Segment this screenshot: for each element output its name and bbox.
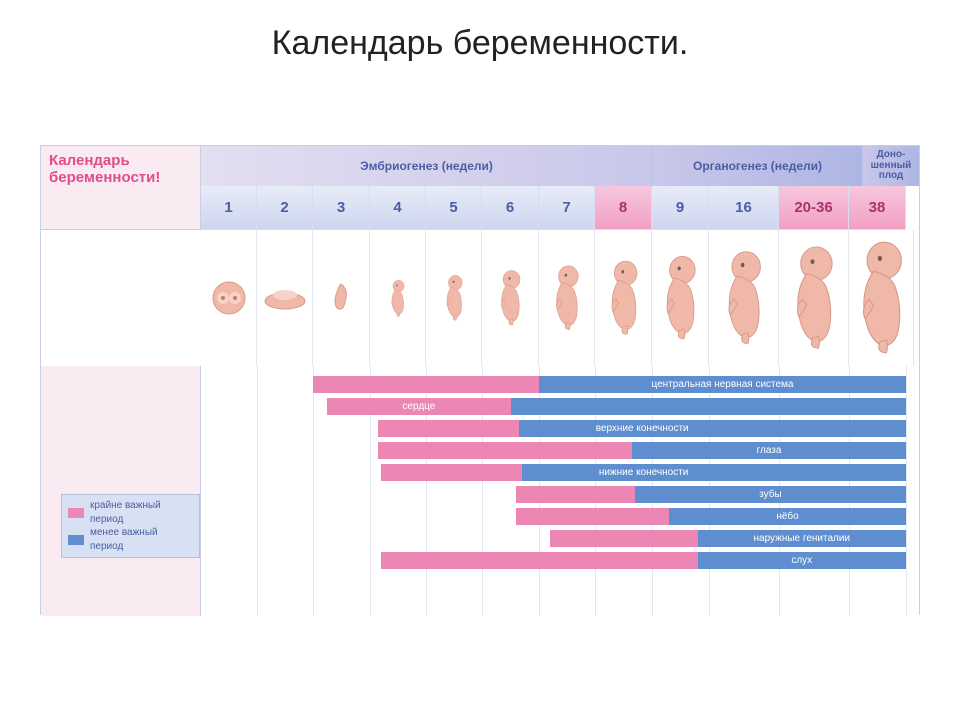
gantt-left-panel: крайне важный период менее важный период	[41, 366, 201, 616]
week-cell: 38	[849, 186, 906, 230]
dev-bar-critical	[516, 486, 635, 503]
dev-bar-less	[522, 464, 906, 481]
embryo-stage-icon	[482, 230, 539, 366]
embryo-stage-icon	[370, 230, 426, 366]
embryo-images-row	[201, 230, 919, 366]
corner-label: Календарь беременности!	[41, 146, 201, 230]
dev-bar: глаза	[378, 442, 906, 459]
week-cell: 1	[201, 186, 257, 230]
embryo-stage-icon	[779, 230, 849, 366]
embryo-stage-icon	[539, 230, 595, 366]
dev-bar-critical	[313, 376, 539, 393]
legend-less: менее важный период	[68, 526, 193, 553]
week-cell: 8	[595, 186, 652, 230]
legend-critical: крайне важный период	[68, 499, 193, 526]
header-term: Доно- шенный плод	[863, 146, 919, 186]
dev-bar-less: наружные гениталии	[698, 530, 906, 547]
week-cell: 5	[426, 186, 482, 230]
week-cell: 9	[652, 186, 709, 230]
dev-bar: сердце	[327, 398, 906, 415]
legend-critical-label: крайне важный период	[90, 499, 193, 526]
week-cell: 4	[370, 186, 426, 230]
week-cell: 7	[539, 186, 595, 230]
development-gantt: крайне важный период менее важный период…	[41, 366, 919, 616]
dev-bar: центральная нервная система	[313, 376, 906, 393]
embryo-stage-icon	[257, 230, 313, 366]
embryo-stage-icon	[849, 230, 914, 366]
page-title: Календарь беременности.	[0, 24, 960, 63]
dev-bar-critical	[381, 552, 697, 569]
header-organogenesis: Органогенез (недели)	[653, 146, 863, 186]
week-cell: 16	[709, 186, 779, 230]
dev-bar-less: центральная нервная система	[539, 376, 906, 393]
week-cell: 3	[313, 186, 370, 230]
embryo-stage-icon	[595, 230, 652, 366]
gantt-grid: центральная нервная система сердце верхние…	[201, 366, 919, 616]
dev-bar-less	[511, 398, 907, 415]
embryo-stage-icon	[709, 230, 779, 366]
embryo-stage-icon	[426, 230, 482, 366]
weeks-row: 1234567891620-3638	[201, 186, 919, 230]
dev-bar-critical: сердце	[327, 398, 510, 415]
legend-swatch-blue	[68, 535, 84, 545]
dev-bar-less: глаза	[632, 442, 906, 459]
dev-bar-critical	[378, 442, 632, 459]
legend: крайне важный период менее важный период	[61, 494, 200, 558]
dev-bar-less	[519, 420, 906, 437]
embryo-stage-icon	[313, 230, 370, 366]
header-embryogenesis: Эмбриогенез (недели)	[201, 146, 653, 186]
week-cell: 20-36	[779, 186, 849, 230]
dev-bar-critical	[550, 530, 697, 547]
legend-less-label: менее важный период	[90, 526, 193, 553]
dev-bar: зубы	[516, 486, 906, 503]
dev-bar: наружные гениталии	[550, 530, 906, 547]
pregnancy-calendar-chart: Календарь беременности! Эмбриогенез (нед…	[40, 145, 920, 615]
embryo-stage-icon	[201, 230, 257, 366]
embryo-stage-icon	[652, 230, 709, 366]
dev-bar: верхние конечности	[378, 420, 906, 437]
week-cell: 6	[482, 186, 539, 230]
dev-bar-critical	[381, 464, 522, 481]
dev-bar-less: зубы	[635, 486, 906, 503]
week-cell: 2	[257, 186, 313, 230]
dev-bar: нижние конечности	[381, 464, 906, 481]
dev-bar-less: нёбо	[669, 508, 906, 525]
dev-bar-less: слух	[698, 552, 906, 569]
dev-bar: нёбо	[516, 508, 906, 525]
header-row: Эмбриогенез (недели) Органогенез (недели…	[201, 146, 919, 186]
dev-bar: слух	[381, 552, 906, 569]
dev-bar-critical	[378, 420, 519, 437]
legend-swatch-pink	[68, 508, 84, 518]
dev-bar-critical	[516, 508, 669, 525]
